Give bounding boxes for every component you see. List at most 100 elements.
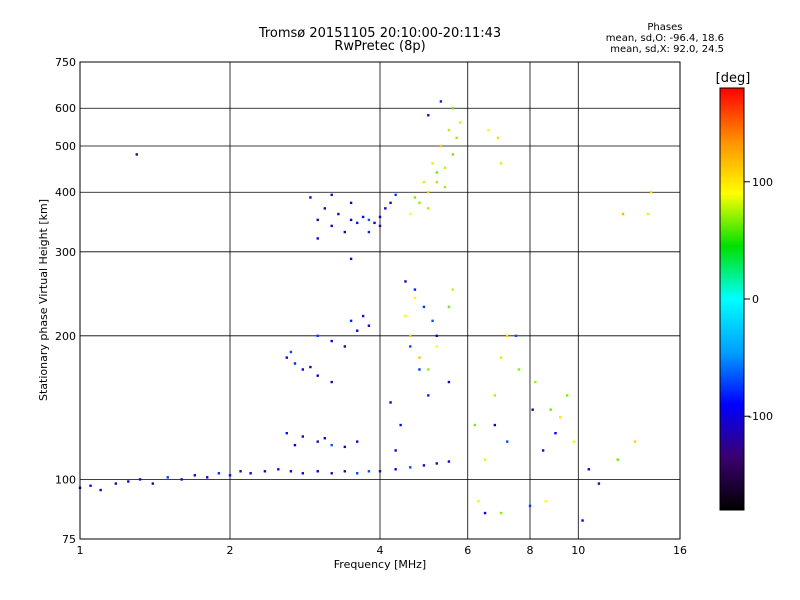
data-point-x bbox=[493, 394, 497, 397]
data-point-o bbox=[330, 443, 333, 447]
data-point-o bbox=[316, 374, 319, 377]
x-tick-label: 16 bbox=[673, 544, 687, 557]
colorbar-tick-label: 0 bbox=[752, 293, 759, 306]
data-point-o bbox=[316, 218, 319, 222]
data-point-x bbox=[483, 458, 487, 461]
data-point-x bbox=[459, 121, 462, 124]
data-point-o bbox=[309, 365, 312, 369]
data-point-o bbox=[367, 218, 371, 222]
phase-stats: Phases mean, sd,O: -96.4, 18.6 mean, sd,… bbox=[606, 22, 724, 55]
data-point-o bbox=[427, 114, 430, 117]
data-point-o bbox=[330, 472, 333, 475]
data-point-x bbox=[544, 500, 547, 503]
x-tick-label: 6 bbox=[464, 544, 471, 557]
data-point-o bbox=[323, 437, 327, 440]
data-point-o bbox=[493, 423, 497, 427]
data-point-o bbox=[427, 394, 430, 397]
data-point-x bbox=[477, 500, 480, 503]
data-point-o bbox=[343, 445, 347, 449]
data-point-o bbox=[316, 470, 319, 473]
data-point-x bbox=[517, 368, 521, 371]
data-point-o bbox=[483, 511, 487, 515]
data-point-o bbox=[399, 423, 402, 427]
data-point-o bbox=[285, 431, 288, 435]
data-point-x bbox=[409, 212, 412, 216]
data-point-o bbox=[355, 440, 359, 443]
data-point-o bbox=[404, 280, 407, 283]
data-point-o bbox=[114, 482, 118, 485]
data-point-o bbox=[378, 470, 382, 473]
data-point-o bbox=[337, 212, 340, 216]
data-point-o bbox=[389, 401, 392, 404]
data-point-x bbox=[404, 314, 407, 318]
data-point-x bbox=[473, 423, 477, 427]
phase-stats-o: mean, sd,O: -96.4, 18.6 bbox=[605, 33, 724, 44]
data-point-x bbox=[616, 458, 619, 461]
data-point-o bbox=[99, 488, 102, 492]
data-point-o bbox=[361, 314, 365, 318]
data-point-o bbox=[349, 257, 353, 261]
data-point-o bbox=[293, 443, 297, 447]
data-point-o bbox=[587, 468, 591, 471]
data-point-o bbox=[355, 221, 359, 225]
data-point-o bbox=[378, 215, 382, 219]
data-point-o bbox=[293, 362, 297, 365]
data-point-o bbox=[330, 339, 333, 343]
data-point-o bbox=[413, 288, 417, 291]
data-point-x bbox=[455, 136, 458, 140]
data-point-o bbox=[343, 230, 347, 234]
data-point-o bbox=[289, 350, 293, 354]
data-point-o bbox=[505, 440, 509, 443]
data-point-x bbox=[422, 180, 426, 184]
data-point-o bbox=[447, 460, 451, 463]
colorbar-tick-label: -100 bbox=[748, 410, 773, 423]
data-point-x bbox=[633, 440, 637, 443]
data-point-o bbox=[330, 380, 333, 384]
data-point-o bbox=[349, 201, 353, 205]
y-tick-label: 750 bbox=[55, 56, 76, 69]
data-point-o bbox=[554, 431, 557, 435]
data-point-x bbox=[451, 107, 455, 110]
data-point-o bbox=[309, 196, 312, 199]
data-point-o bbox=[193, 474, 197, 477]
data-point-o bbox=[316, 440, 319, 443]
data-point-o bbox=[597, 482, 601, 485]
data-point-x bbox=[487, 128, 490, 132]
data-point-o bbox=[367, 470, 371, 473]
colorbar-label: [deg] bbox=[716, 71, 751, 86]
data-point-x bbox=[451, 153, 455, 156]
data-point-x bbox=[646, 212, 650, 216]
data-point-x bbox=[572, 440, 576, 443]
data-point-o bbox=[151, 482, 155, 485]
data-point-x bbox=[435, 171, 438, 174]
data-point-o bbox=[581, 519, 584, 522]
data-point-o bbox=[217, 472, 221, 475]
data-point-o bbox=[301, 368, 305, 371]
x-tick-label: 10 bbox=[571, 544, 585, 557]
y-tick-label: 200 bbox=[55, 330, 76, 343]
data-point-o bbox=[409, 466, 412, 469]
data-point-o bbox=[180, 478, 183, 481]
data-point-o bbox=[323, 207, 327, 210]
data-point-o bbox=[349, 218, 353, 222]
data-point-x bbox=[435, 345, 438, 348]
data-point-o bbox=[343, 470, 347, 473]
data-point-o bbox=[343, 345, 347, 348]
data-point-o bbox=[89, 484, 92, 487]
data-point-o bbox=[409, 345, 412, 348]
data-point-o bbox=[378, 224, 382, 228]
y-tick-label: 300 bbox=[55, 246, 76, 259]
data-point-x bbox=[499, 356, 503, 359]
data-point-o bbox=[367, 324, 371, 327]
data-point-o bbox=[135, 153, 138, 156]
data-point-x bbox=[496, 136, 500, 140]
y-tick-label: 500 bbox=[55, 140, 76, 153]
data-point-o bbox=[422, 464, 426, 467]
plot-frame bbox=[79, 61, 681, 540]
data-point-x bbox=[409, 334, 412, 338]
data-point-o bbox=[435, 462, 438, 465]
colorbar-gradient bbox=[719, 87, 745, 511]
y-tick-label: 400 bbox=[55, 186, 76, 199]
